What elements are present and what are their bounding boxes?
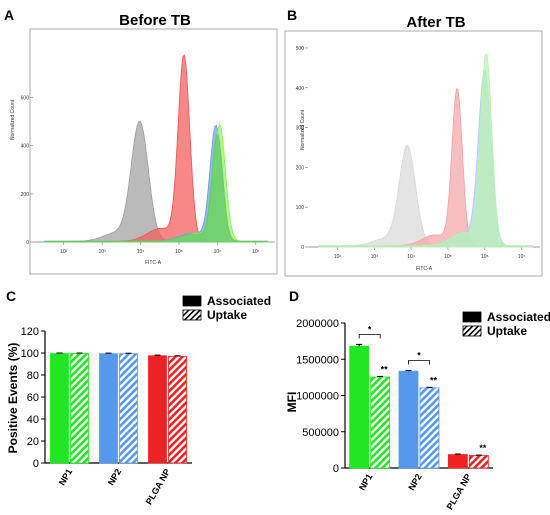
- panel-c-legend-swatch: [182, 295, 202, 307]
- panel-d-category-label: NP2: [406, 472, 423, 492]
- panel-b-title: After TB: [406, 14, 465, 31]
- panel-d-plot-area: 0500000100000015000002000000NP1***NP2***…: [296, 310, 550, 511]
- panel-c-y-tick-label: 40: [27, 414, 39, 426]
- panel-b-y-tick-label: 100: [296, 205, 305, 211]
- panel-b-plot-area: 10² 10³ 10⁴ 10⁵ 10⁶ 10⁷ 0 100 200 300 400 500: [296, 46, 540, 260]
- panel-d-category-label: PLGA NP: [445, 472, 473, 511]
- panel-c-legend-swatch: [182, 309, 202, 321]
- panel-c: C Positive Events (%) 0 20 40 60 80 100 120 NP1…: [6, 288, 271, 506]
- panel-a-histogram-series-5: [44, 133, 268, 243]
- panel-c-y-tick-label: 120: [21, 326, 39, 338]
- panel-c-letter: C: [6, 288, 16, 304]
- panel-a: A Before TB Normalized Count FITC-A 10² 1…: [4, 7, 278, 275]
- panel-b: B After TB Normalized Count FITC-A 10² 10…: [284, 7, 543, 277]
- panel-c-y-tick-label: 20: [27, 436, 39, 448]
- panel-a-letter: A: [4, 7, 14, 23]
- panel-a-y-tick-label: 200: [21, 192, 30, 198]
- panel-d-significance-bracket: [408, 360, 430, 365]
- panel-b-histogram-series-4: [318, 53, 534, 248]
- panel-d-y-tick-label: 1000000: [296, 391, 339, 403]
- panel-c-legend-label: Uptake: [207, 308, 247, 322]
- panel-a-x-tick-label: 10³: [99, 249, 107, 255]
- panel-c-bar-np1-associated: [50, 353, 69, 464]
- panel-d-significance-bracket: [358, 333, 381, 339]
- panel-d-category-label: NP1: [357, 472, 374, 492]
- panel-b-y-tick-label: 500: [296, 46, 305, 52]
- panel-d-y-tick-label: 1500000: [296, 354, 339, 366]
- panel-d-y-tick-label: 2000000: [296, 318, 339, 330]
- panel-b-x-tick-label: 10⁶: [481, 254, 489, 260]
- panel-a-x-tick-label: 10⁴: [137, 249, 145, 255]
- panel-b-y-tick-label: 0: [301, 245, 304, 251]
- panel-d-uptake-significance: **: [430, 375, 438, 385]
- panel-a-y-tick-label: 400: [21, 144, 30, 150]
- panel-c-category-label: NP1: [57, 467, 74, 487]
- panel-d-bar-plga-np-uptake: [468, 455, 489, 469]
- panel-a-x-tick-label: 10²: [60, 249, 68, 255]
- panel-c-legend-label: Associated: [207, 294, 271, 308]
- panel-c-ylabel: Positive Events (%): [6, 343, 20, 454]
- panel-a-title: Before TB: [119, 12, 191, 29]
- panel-b-letter: B: [287, 7, 297, 23]
- panel-d-bar-np1-associated: [349, 345, 370, 469]
- panel-c-plot-area: 0 20 40 60 80 100 120 NP1 NP2 PLGA NP AssociatedUp…: [21, 294, 271, 506]
- panel-b-x-tick-label: 10⁴: [407, 254, 415, 260]
- panel-d-legend-swatch: [462, 325, 482, 337]
- panel-d-y-tick-label: 0: [333, 463, 339, 475]
- panel-a-xlabel: FITC-A: [145, 260, 162, 266]
- panel-d-bar-np2-uptake: [419, 387, 440, 469]
- panel-b-ylabel: Normalized Count: [300, 109, 306, 150]
- panel-d: D MFI 0500000100000015000002000000NP1***…: [285, 288, 550, 511]
- panel-d-pair-significance: *: [417, 350, 421, 360]
- panel-b-y-tick-label: 300: [296, 126, 305, 132]
- panel-d-legend-label: Associated: [487, 310, 550, 324]
- panel-d-ylabel: MFI: [285, 392, 299, 413]
- panel-d-bar-plga-np-associated: [447, 454, 468, 469]
- panel-d-bar-np1-uptake: [370, 376, 391, 469]
- panel-b-x-tick-label: 10²: [334, 254, 342, 260]
- panel-a-plot-area: 10² 10³ 10⁴ 10⁵ 10⁶ 10⁷ 0 200 400 600: [21, 54, 275, 255]
- panel-c-bar-np2-associated: [99, 353, 118, 464]
- panel-c-y-tick-label: 60: [27, 392, 39, 404]
- panel-d-uptake-significance: **: [381, 364, 389, 374]
- panel-a-x-tick-label: 10⁷: [252, 249, 260, 255]
- panel-a-x-tick-label: 10⁶: [214, 249, 222, 255]
- panel-a-y-tick-label: 0: [26, 240, 29, 246]
- panel-c-bar-np2-uptake: [119, 353, 138, 464]
- panel-d-uptake-significance: **: [479, 443, 487, 453]
- panel-c-y-tick-label: 100: [21, 348, 39, 360]
- panel-d-legend-swatch: [462, 311, 482, 323]
- panel-d-bar-np2-associated: [398, 370, 419, 469]
- panel-b-y-tick-label: 400: [296, 86, 305, 92]
- panel-c-category-label: NP2: [106, 467, 123, 487]
- panel-c-y-tick-label: 80: [27, 370, 39, 382]
- panel-b-xlabel: FITC-A: [416, 266, 433, 272]
- panel-d-y-tick-label: 500000: [302, 427, 339, 439]
- panel-c-y-tick-label: 0: [33, 458, 39, 470]
- panel-b-x-tick-label: 10⁷: [518, 254, 526, 260]
- panel-a-x-tick-label: 10⁵: [175, 249, 183, 255]
- panel-b-x-tick-label: 10⁵: [444, 254, 452, 260]
- panel-d-legend-label: Uptake: [487, 324, 527, 338]
- panel-a-ylabel: Normalized Count: [10, 99, 16, 140]
- panel-b-x-tick-label: 10³: [371, 254, 379, 260]
- panel-c-bar-plga-np-associated: [148, 355, 167, 464]
- panel-b-y-tick-label: 200: [296, 165, 305, 171]
- panel-c-bar-np1-uptake: [70, 353, 89, 464]
- panel-c-bar-plga-np-uptake: [168, 355, 187, 464]
- panel-a-y-tick-label: 600: [21, 96, 30, 102]
- panel-d-letter: D: [289, 288, 299, 304]
- panel-d-pair-significance: *: [368, 324, 372, 334]
- panel-c-category-label: PLGA NP: [144, 467, 172, 506]
